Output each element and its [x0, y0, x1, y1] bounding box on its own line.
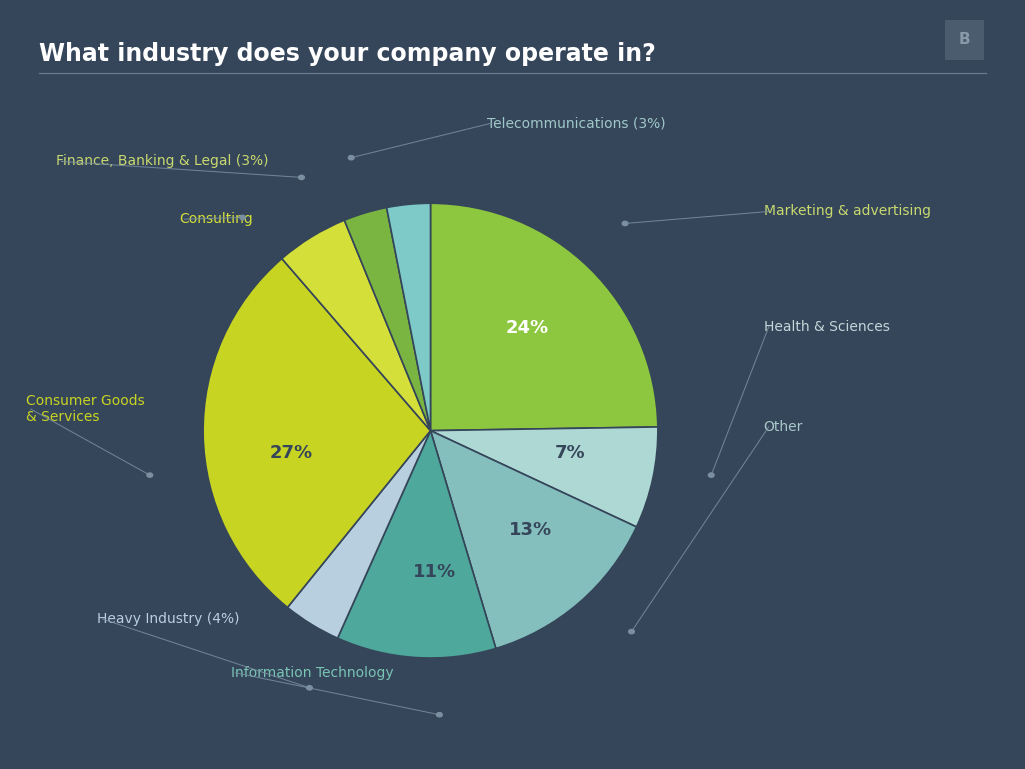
Text: Marketing & advertising: Marketing & advertising [764, 205, 931, 218]
Text: Telecommunications (3%): Telecommunications (3%) [487, 116, 665, 130]
Wedge shape [344, 208, 430, 431]
Wedge shape [203, 258, 430, 608]
Text: Consumer Goods
& Services: Consumer Goods & Services [26, 394, 145, 424]
Text: Finance, Banking & Legal (3%): Finance, Banking & Legal (3%) [56, 155, 269, 168]
Wedge shape [430, 431, 637, 648]
Text: What industry does your company operate in?: What industry does your company operate … [39, 42, 656, 66]
Text: 11%: 11% [413, 563, 456, 581]
Text: Other: Other [764, 420, 803, 434]
Wedge shape [287, 431, 430, 638]
Text: Information Technology: Information Technology [231, 666, 394, 680]
Text: B: B [958, 32, 971, 48]
Text: 7%: 7% [555, 444, 585, 461]
Wedge shape [337, 431, 496, 658]
Wedge shape [430, 427, 658, 527]
Text: 13%: 13% [508, 521, 551, 539]
Wedge shape [282, 220, 430, 431]
Wedge shape [386, 203, 430, 431]
Text: Consulting: Consulting [179, 212, 253, 226]
Text: 27%: 27% [270, 444, 313, 461]
Text: Heavy Industry (4%): Heavy Industry (4%) [97, 612, 240, 626]
Wedge shape [430, 203, 658, 431]
Text: Health & Sciences: Health & Sciences [764, 320, 890, 334]
Text: 24%: 24% [505, 319, 548, 337]
